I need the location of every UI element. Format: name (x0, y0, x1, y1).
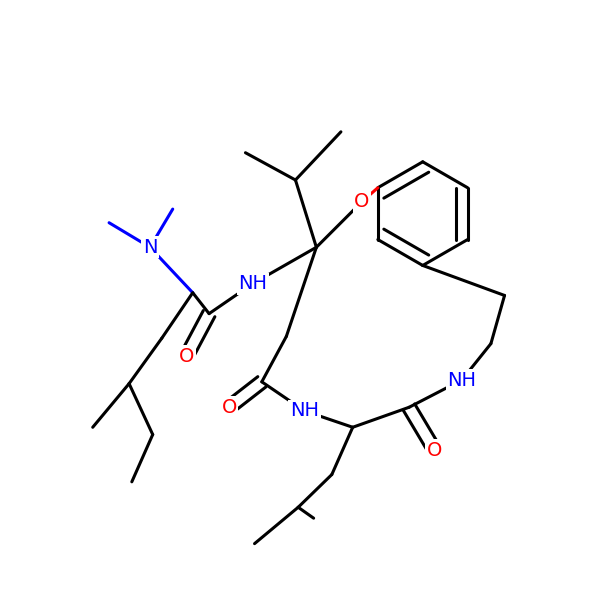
Text: O: O (354, 193, 370, 211)
Text: O: O (427, 440, 442, 460)
Text: NH: NH (290, 401, 319, 421)
Text: NH: NH (238, 274, 267, 293)
Text: NH: NH (448, 371, 476, 389)
Text: O: O (221, 398, 237, 417)
Text: O: O (179, 347, 194, 366)
Text: N: N (143, 238, 157, 257)
